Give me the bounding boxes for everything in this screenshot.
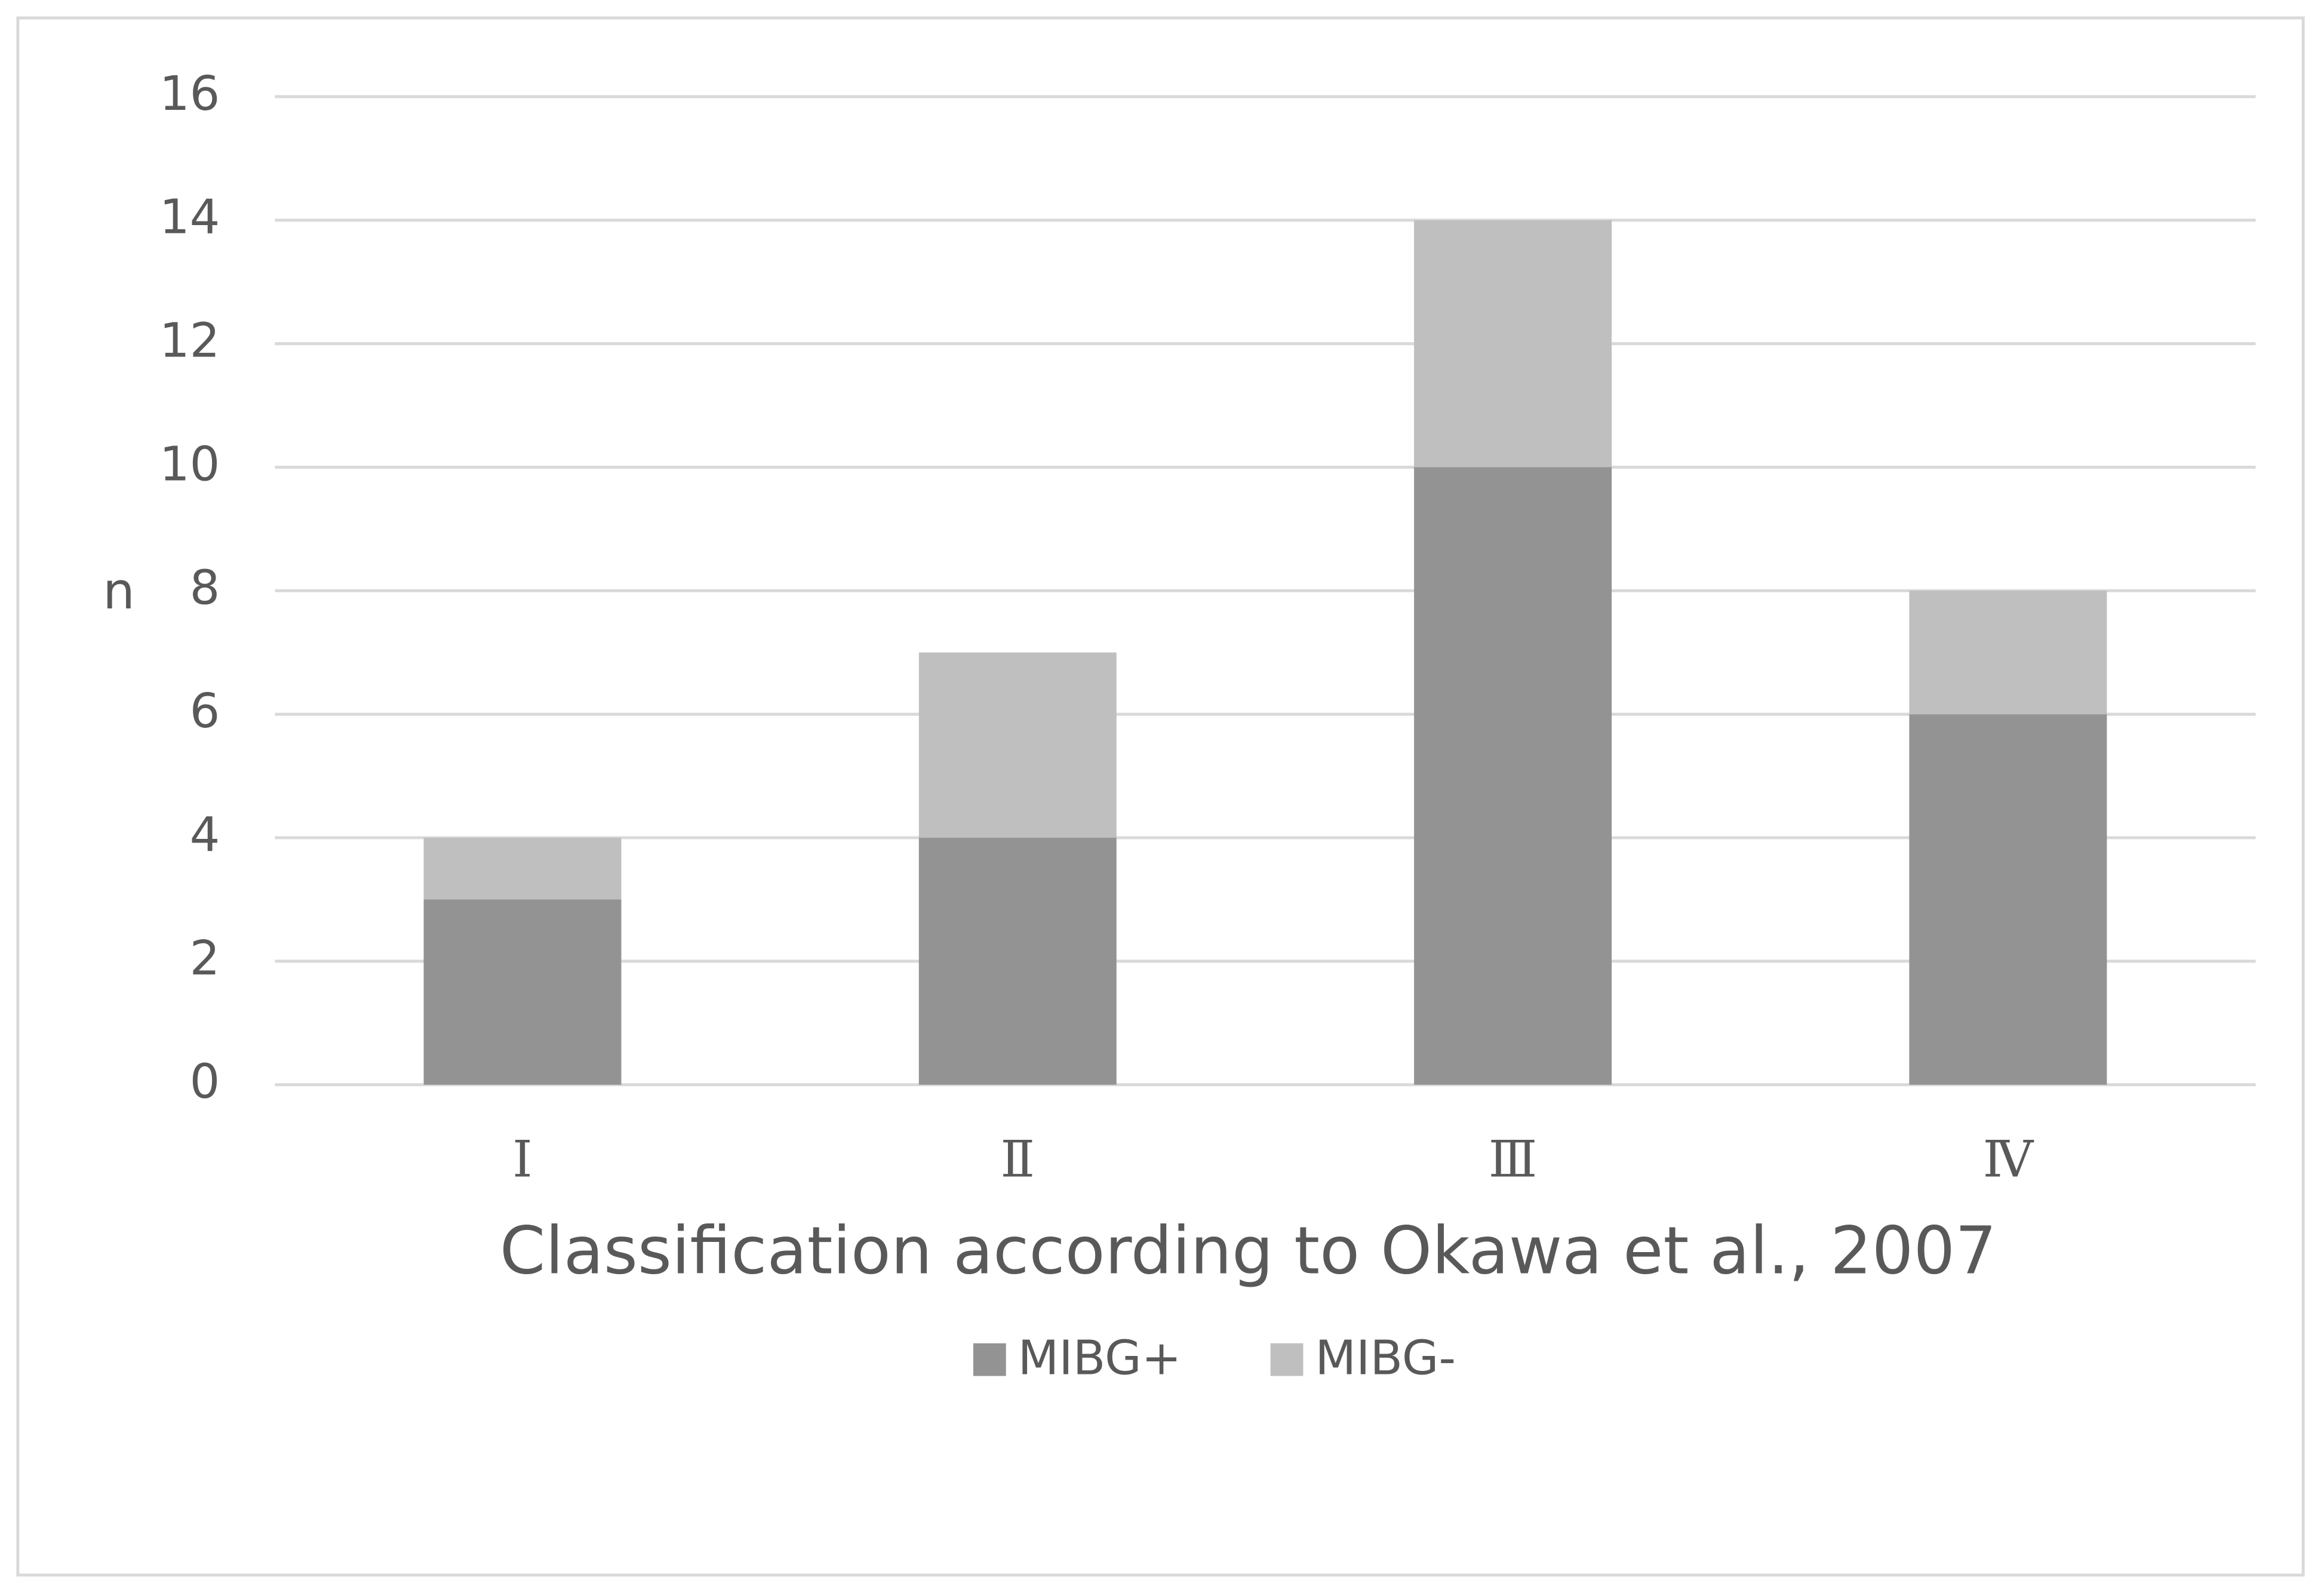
bar-segment xyxy=(1414,467,1612,1085)
y-tick-label: 2 xyxy=(190,930,220,986)
x-tick-label: Ⅱ xyxy=(1001,1130,1035,1189)
bar-segment xyxy=(918,652,1117,838)
y-tick-label: 16 xyxy=(159,66,220,121)
x-tick-label: Ⅲ xyxy=(1489,1130,1538,1189)
x-axis-label: Classification according to Okawa et al.… xyxy=(500,1213,1997,1289)
y-axis-label: n xyxy=(103,561,135,620)
y-tick-label: 10 xyxy=(159,436,220,491)
y-tick-label: 0 xyxy=(190,1054,220,1109)
y-tick-label: 4 xyxy=(190,807,220,862)
y-tick-label: 8 xyxy=(190,559,220,615)
bar-segment xyxy=(918,838,1117,1085)
bar-segment xyxy=(423,899,622,1085)
legend-label: MIBG- xyxy=(1315,1330,1456,1386)
y-tick-label: 14 xyxy=(159,189,220,245)
bar-segment xyxy=(1909,714,2107,1085)
legend-swatch xyxy=(1270,1343,1304,1376)
legend-swatch xyxy=(973,1343,1006,1376)
bar-segment xyxy=(423,838,622,900)
bar-segment xyxy=(1909,591,2107,715)
x-tick-label: Ⅳ xyxy=(1983,1130,2034,1189)
x-tick-label: Ⅰ xyxy=(512,1130,532,1189)
y-tick-label: 12 xyxy=(159,313,220,368)
bar-segment xyxy=(1414,220,1612,468)
legend-label: MIBG+ xyxy=(1018,1330,1182,1386)
y-tick-label: 6 xyxy=(190,683,220,739)
